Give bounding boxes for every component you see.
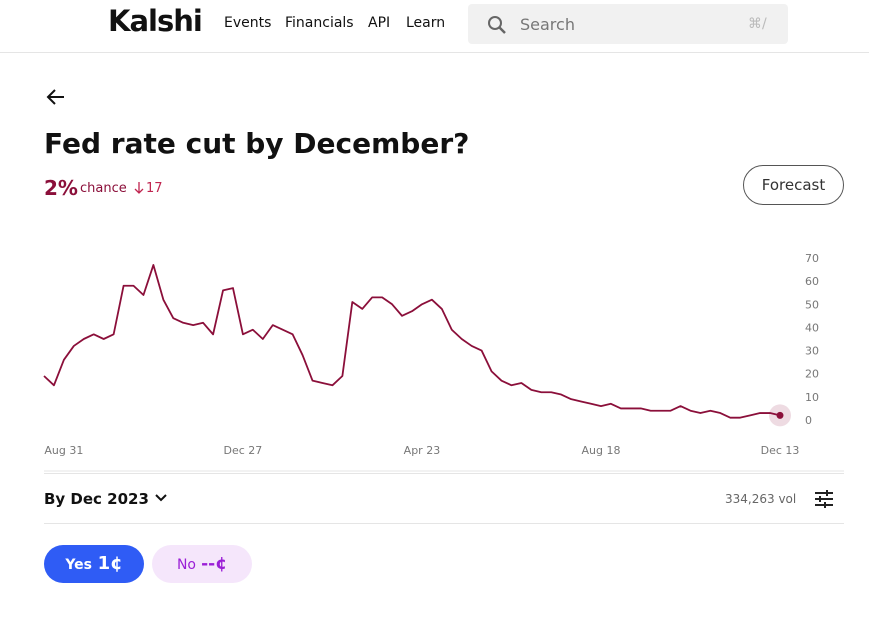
nav-link[interactable]: API	[368, 15, 391, 31]
yes-button[interactable]: Yes 1¢	[44, 545, 144, 583]
nav-link[interactable]: Events	[224, 15, 272, 31]
y-tick-label: 0	[805, 414, 812, 427]
y-tick-label: 30	[805, 345, 819, 358]
no-price: --¢	[201, 554, 228, 574]
y-tick-label: 50	[805, 298, 819, 311]
y-tick-label: 70	[805, 252, 819, 265]
search-placeholder: Search	[520, 15, 575, 34]
no-button[interactable]: No --¢	[152, 545, 252, 583]
search-box[interactable]: Search ⌘/	[468, 4, 788, 44]
search-shortcut: ⌘/	[748, 16, 767, 32]
divider	[0, 52, 869, 53]
x-tick-label: Aug 18	[581, 444, 620, 457]
y-tick-label: 10	[805, 391, 819, 404]
period-select[interactable]: By Dec 2023	[44, 490, 169, 508]
x-tick-label: Apr 23	[404, 444, 441, 457]
nav-link[interactable]: Financials	[285, 15, 354, 31]
no-label: No	[176, 557, 196, 573]
yes-label: Yes	[65, 557, 93, 573]
nav-link[interactable]: Learn	[406, 15, 446, 31]
yes-price: 1¢	[97, 553, 123, 574]
back-arrow[interactable]	[44, 86, 68, 108]
x-tick-label: Dec 13	[761, 444, 800, 457]
chance-value: 2%	[44, 176, 78, 200]
settings-icon[interactable]	[814, 489, 834, 509]
chance-label: chance	[80, 181, 127, 196]
x-tick-label: Dec 27	[224, 444, 263, 457]
period-label: By Dec 2023	[44, 490, 149, 508]
chance-change: 17	[146, 181, 163, 196]
y-tick-label: 60	[805, 275, 819, 288]
y-tick-label: 40	[805, 321, 819, 334]
line	[43, 264, 781, 419]
search-icon	[488, 16, 506, 34]
forecast-button[interactable]: Forecast	[743, 165, 844, 205]
x-tick-label: Aug 31	[44, 444, 83, 457]
market-title: Fed rate cut by December?	[44, 127, 470, 160]
volume: 334,263 vol	[725, 492, 797, 506]
divider	[44, 523, 844, 524]
chart: 0 10 20 30 40 50 60 70 Aug 31 Dec 27 Apr 23 Aug 18 D…	[43, 252, 844, 472]
chevron	[155, 494, 167, 502]
divider	[44, 473, 844, 474]
logo[interactable]: Kalshi	[108, 4, 203, 38]
y-tick-label: 20	[805, 368, 819, 381]
down-arrow	[134, 182, 144, 194]
end-point	[776, 411, 784, 419]
